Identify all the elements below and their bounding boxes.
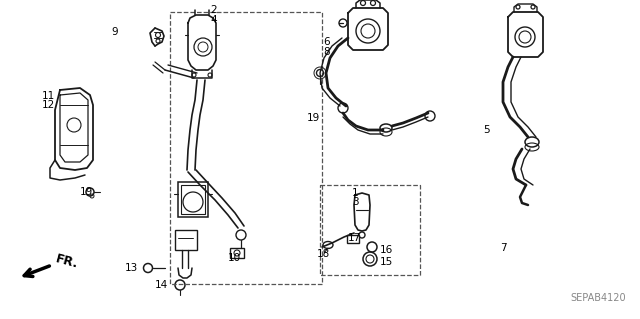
Text: 15: 15 bbox=[380, 257, 393, 267]
Text: 14: 14 bbox=[155, 280, 168, 290]
Bar bbox=[320, 185, 420, 275]
Text: 19: 19 bbox=[307, 113, 320, 123]
Text: 19: 19 bbox=[80, 187, 93, 197]
Bar bbox=[170, 12, 322, 284]
Text: 12: 12 bbox=[42, 100, 55, 110]
Text: 17: 17 bbox=[348, 233, 361, 243]
Bar bbox=[175, 230, 197, 250]
Text: 18: 18 bbox=[317, 249, 330, 259]
Text: 5: 5 bbox=[483, 125, 490, 135]
Text: 11: 11 bbox=[42, 91, 55, 101]
Text: 3: 3 bbox=[352, 197, 358, 207]
Text: 10: 10 bbox=[228, 253, 241, 263]
Text: 16: 16 bbox=[380, 245, 393, 255]
Text: SEPAB4120: SEPAB4120 bbox=[570, 293, 626, 303]
Bar bbox=[181, 185, 205, 214]
Text: 4: 4 bbox=[210, 15, 216, 25]
Text: 2: 2 bbox=[210, 5, 216, 15]
Bar bbox=[230, 248, 244, 258]
Text: 7: 7 bbox=[500, 243, 507, 253]
Bar bbox=[178, 182, 208, 217]
Text: 8: 8 bbox=[323, 47, 330, 57]
Text: FR.: FR. bbox=[54, 253, 80, 271]
Text: 13: 13 bbox=[125, 263, 138, 273]
Text: 9: 9 bbox=[111, 27, 118, 37]
Text: 1: 1 bbox=[352, 188, 358, 198]
Bar bbox=[347, 235, 359, 243]
Text: 6: 6 bbox=[323, 37, 330, 47]
